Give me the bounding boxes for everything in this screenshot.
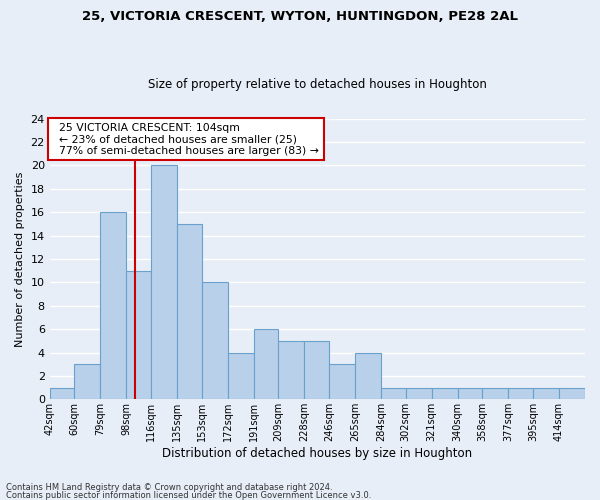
Bar	[151, 166, 177, 400]
Bar	[304, 341, 329, 400]
Bar	[458, 388, 482, 400]
Text: Contains HM Land Registry data © Crown copyright and database right 2024.: Contains HM Land Registry data © Crown c…	[6, 484, 332, 492]
Bar	[482, 388, 508, 400]
Bar	[100, 212, 127, 400]
Bar	[254, 329, 278, 400]
Bar	[431, 388, 458, 400]
Title: Size of property relative to detached houses in Houghton: Size of property relative to detached ho…	[148, 78, 487, 91]
Bar	[227, 352, 254, 400]
Y-axis label: Number of detached properties: Number of detached properties	[15, 171, 25, 346]
Bar	[127, 270, 151, 400]
Text: 25, VICTORIA CRESCENT, WYTON, HUNTINGDON, PE28 2AL: 25, VICTORIA CRESCENT, WYTON, HUNTINGDON…	[82, 10, 518, 23]
Bar	[329, 364, 355, 400]
X-axis label: Distribution of detached houses by size in Houghton: Distribution of detached houses by size …	[162, 447, 472, 460]
Bar	[177, 224, 202, 400]
Bar	[381, 388, 406, 400]
Text: 25 VICTORIA CRESCENT: 104sqm
  ← 23% of detached houses are smaller (25)
  77% o: 25 VICTORIA CRESCENT: 104sqm ← 23% of de…	[52, 123, 319, 156]
Bar	[533, 388, 559, 400]
Bar	[508, 388, 533, 400]
Bar	[559, 388, 585, 400]
Bar	[74, 364, 100, 400]
Bar	[278, 341, 304, 400]
Text: Contains public sector information licensed under the Open Government Licence v3: Contains public sector information licen…	[6, 490, 371, 500]
Bar	[50, 388, 74, 400]
Bar	[406, 388, 431, 400]
Bar	[202, 282, 227, 400]
Bar	[355, 352, 381, 400]
